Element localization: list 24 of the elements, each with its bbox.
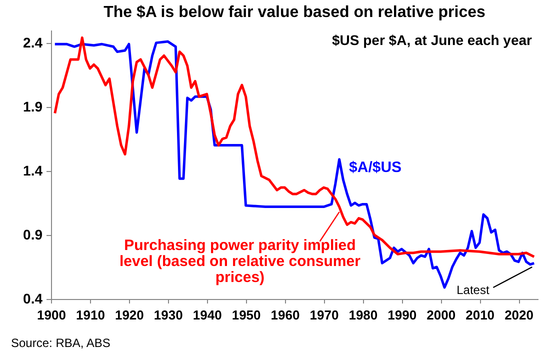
x-tick-label: 2020 — [504, 308, 534, 322]
x-tick-label: 2010 — [466, 308, 495, 322]
x-tick-label: 1960 — [270, 308, 300, 322]
x-tick-label: 1940 — [192, 308, 222, 322]
x-tick-label: 1990 — [388, 308, 417, 322]
x-tick-label: 2000 — [426, 308, 456, 322]
y-tick-label: 0.9 — [23, 226, 43, 242]
y-tick-label: 2.4 — [23, 34, 43, 50]
source-note: Source: RBA, ABS — [11, 336, 110, 350]
series-label: $A/$US — [349, 159, 402, 176]
x-tick-label: 1980 — [348, 308, 378, 322]
x-tick-label: 1950 — [232, 308, 261, 322]
legend-label: Purchasing power parity implied level (based on relative consumer prices) — [119, 237, 361, 286]
annotation: Latest — [456, 283, 490, 298]
y-tick-label: 1.9 — [23, 98, 43, 114]
y-tick-label: 0.4 — [23, 290, 43, 306]
chart-title: The $A is below fair value based on relative prices — [104, 4, 486, 21]
x-tick-label: 1920 — [114, 308, 144, 322]
x-tick-label: 1910 — [76, 308, 105, 322]
x-tick-label: 1900 — [37, 308, 66, 322]
x-tick-label: 1930 — [154, 308, 183, 322]
y-tick-label: 1.4 — [23, 162, 43, 178]
x-tick-label: 1970 — [310, 308, 339, 322]
annotation: $US per $A, at June each year — [332, 32, 533, 48]
